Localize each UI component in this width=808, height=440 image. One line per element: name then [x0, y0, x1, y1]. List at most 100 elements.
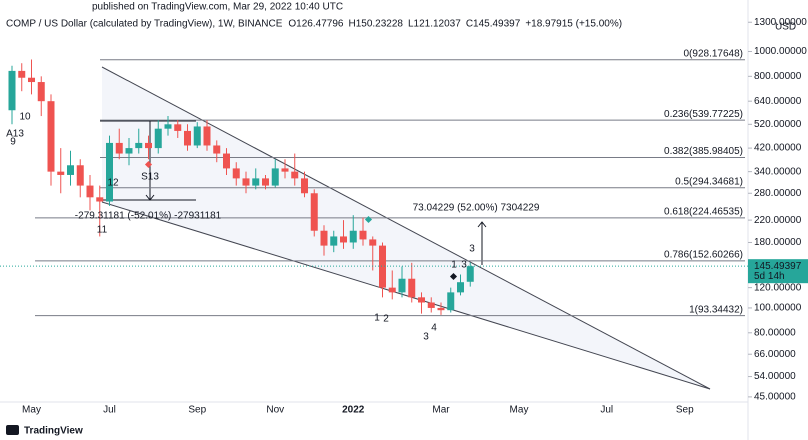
candle-body: [164, 124, 172, 129]
indicator-marker: A13: [6, 129, 24, 140]
footer: TradingView: [24, 426, 83, 437]
indicator-marker: 9: [10, 137, 16, 148]
candle-body: [330, 236, 338, 246]
y-tick-label: 520.00000: [754, 119, 802, 130]
candle-body: [67, 165, 74, 175]
wedge-lower: [101, 201, 711, 390]
x-tick-label: Sep: [676, 405, 694, 416]
legend-ohlc: H150.23228: [348, 19, 403, 30]
candle-body: [96, 197, 104, 202]
candle-body: [379, 245, 386, 288]
signal-diamond: [364, 215, 373, 224]
candle-body: [271, 168, 279, 186]
legend-ohlc: L121.12037: [408, 19, 461, 30]
y-tick-label: 120.00000: [754, 282, 802, 293]
x-tick-label: 2022: [342, 405, 365, 416]
y-tick-label: 66.00000: [754, 349, 796, 360]
signal-diamond: [449, 272, 458, 281]
indicator-marker: 1: [374, 313, 380, 324]
indicator-marker: 3: [423, 332, 429, 343]
candle-body: [369, 239, 377, 246]
fib-label: 1(93.34432): [689, 304, 743, 315]
indicator-marker: 3: [469, 244, 475, 255]
candle-body: [408, 278, 416, 298]
candle-body: [349, 230, 357, 243]
candle-body: [232, 168, 240, 179]
candle-body: [86, 185, 94, 198]
legend-ohlc: C145.49397: [466, 19, 521, 30]
x-tick-label: May: [510, 405, 529, 416]
measure-arrowhead: [145, 194, 155, 201]
x-tick-label: Jul: [103, 405, 116, 416]
candle-body: [262, 178, 269, 186]
candle-body: [418, 297, 425, 303]
measure-label: 73.04229 (52.00%) 7304229: [413, 203, 540, 214]
candle-body: [28, 77, 35, 83]
fib-label: 0.618(224.46535): [664, 207, 743, 218]
legend-ohlc: +18.97915 (+15.00%): [525, 19, 622, 30]
indicator-marker: 2: [383, 314, 389, 325]
candle-body: [310, 193, 318, 231]
x-tick-label: Mar: [432, 405, 450, 416]
candle-body: [174, 124, 182, 131]
y-tick-label: 340.00000: [754, 166, 802, 177]
candle-body: [37, 82, 45, 102]
candle-body: [135, 142, 143, 149]
last-price-tag: [748, 259, 808, 284]
target-arrowhead: [477, 221, 487, 228]
x-tick-label: Nov: [266, 405, 284, 416]
fib-label: 0.382(385.98405): [664, 146, 743, 157]
candle-body: [457, 282, 464, 293]
y-tick-label: 420.00000: [754, 143, 802, 154]
indicator-marker: 10: [19, 112, 31, 123]
candle-body: [145, 142, 152, 149]
indicator-marker: 3: [461, 260, 467, 271]
candle-body: [301, 178, 308, 194]
y-tick-label: 80.00000: [754, 327, 796, 338]
indicator-marker: 11: [97, 225, 108, 236]
y-tick-label: 180.00000: [754, 237, 802, 248]
y-tick-label: 54.00000: [754, 371, 796, 382]
x-tick-label: May: [22, 405, 41, 416]
candle-body: [388, 287, 396, 293]
x-tick-label: Sep: [188, 405, 206, 416]
y-tick-label: 45.00000: [754, 392, 796, 403]
candle-body: [320, 230, 328, 246]
candle-body: [437, 307, 445, 311]
candle-body: [125, 148, 133, 154]
legend-title: COMP / US Dollar (calculated by TradingV…: [6, 19, 283, 30]
y-tick-label: 800.00000: [754, 71, 802, 82]
y-tick-label: 640.00000: [754, 96, 802, 107]
x-tick-label: Jul: [600, 405, 613, 416]
y-tick-label: 280.00000: [754, 188, 802, 199]
y-tick-label: 100.00000: [754, 303, 802, 314]
fib-label: 0.786(152.60266): [664, 250, 743, 261]
signal-diamond: [144, 160, 153, 169]
candle-body: [398, 278, 406, 293]
currency: USD: [775, 22, 796, 33]
candle-body: [203, 126, 211, 146]
candle-body: [8, 70, 16, 111]
wedge-upper: [101, 66, 711, 390]
candle-body: [340, 236, 347, 243]
y-tick-label: 1300.00000: [754, 17, 807, 28]
candle-body: [252, 178, 260, 186]
indicator-marker: 1: [451, 260, 457, 271]
published: published on TradingView.com, Mar 29, 20…: [92, 2, 343, 13]
indicator-marker: S13: [141, 172, 159, 183]
candle-body: [47, 101, 55, 172]
indicator-marker: 12: [107, 178, 119, 189]
candle-body: [447, 292, 455, 311]
candle-body: [427, 302, 435, 308]
candle-body: [291, 171, 299, 179]
candle-body: [184, 130, 191, 146]
candle-body: [76, 165, 84, 186]
indicator-marker: 4: [431, 323, 437, 334]
candle-body: [281, 168, 289, 172]
candle-body: [57, 171, 65, 175]
candle-body: [154, 128, 162, 149]
measure-label: -279.31181 (-52.01%) -27931181: [75, 211, 222, 222]
y-tick-label: 220.00000: [754, 215, 802, 226]
